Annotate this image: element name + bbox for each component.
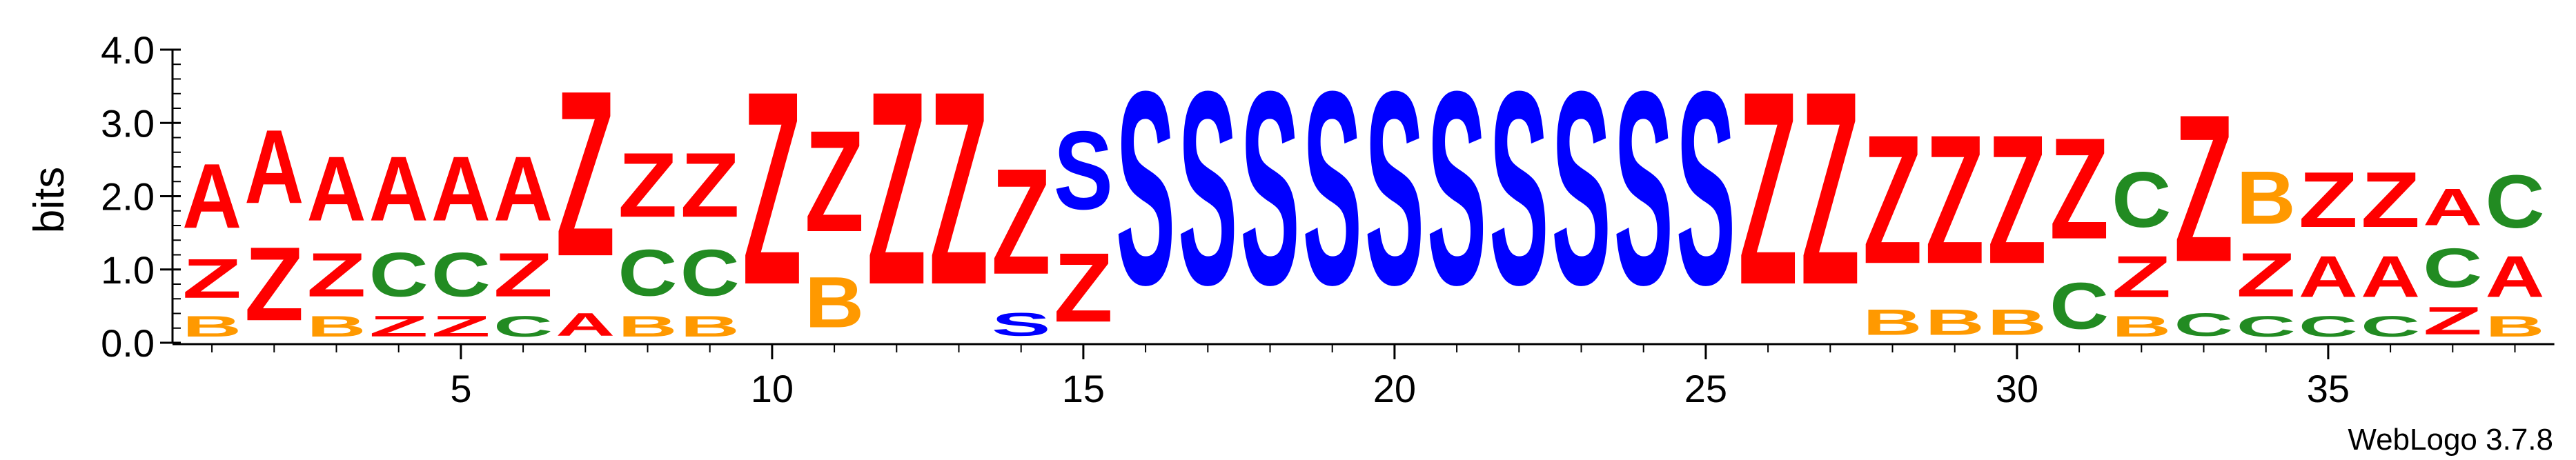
x-tick-label: 35 [2307,367,2350,410]
logo-letter-b-pos-1: B [182,310,242,343]
logo-letter-c-pos-9: C [680,236,740,310]
logo-letter-z-pos-31: Z [2049,107,2109,269]
logo-letter-z-pos-26: Z [1738,33,1798,342]
logo-letter-c-pos-4: C [369,240,429,310]
y-tick-label: 2.0 [101,175,155,219]
logo-letter-a-pos-3: A [307,137,366,240]
weblogo-version-label: WebLogo 3.7.8 [2348,423,2553,457]
axes: bits WebLogo 3.7.8 0.0 1.0 2.0 3.0 4.0 5 10 15 2… [26,28,2555,457]
logo-letter-s-pos-23: S [1552,34,1611,343]
y-tick-label: 1.0 [101,248,155,292]
logo-letter-a-pos-35: A [2299,243,2358,310]
x-tick-label: 25 [1684,367,1727,410]
logo-letter-a-pos-5: A [431,137,491,240]
logo-letter-c-pos-6: C [493,310,553,343]
logo-letter-z-pos-3: Z [307,241,366,310]
logo-letter-z-pos-15: Z [1054,233,1113,343]
x-tick-label: 10 [751,367,794,410]
logo-letter-s-pos-22: S [1489,34,1548,343]
logo-letter-s-pos-21: S [1427,34,1486,343]
logo-letter-a-pos-1: A [182,145,242,248]
logo-letter-b-pos-29: B [1925,303,1985,343]
logo-letter-z-pos-13: Z [930,33,989,342]
logo-letter-z-pos-37: Z [2423,299,2482,343]
x-tick-label: 30 [1996,367,2038,410]
logo-letter-c-pos-37: C [2423,237,2482,299]
logo-letter-s-pos-19: S [1303,34,1362,343]
logo-letter-s-pos-14: S [992,306,1051,343]
logo-letter-z-pos-12: Z [867,33,926,342]
logo-letter-z-pos-33: Z [2174,72,2234,306]
logo-letter-b-pos-32: B [2112,310,2171,343]
x-tick-label: 20 [1373,367,1416,410]
y-tick-label: 3.0 [101,101,155,145]
logo-letter-a-pos-38: A [2486,243,2545,310]
x-tick-label: 5 [450,367,471,410]
logo-letter-c-pos-5: C [431,240,491,310]
x-tick-label: 15 [1062,367,1105,410]
y-axis-label: bits [26,167,73,233]
logo-letter-b-pos-38: B [2486,310,2545,343]
logo-letter-z-pos-9: Z [680,134,740,237]
logo-letter-s-pos-15: S [1054,108,1113,233]
logo-letter-s-pos-24: S [1614,34,1673,343]
logo-letter-c-pos-38: C [2486,159,2545,244]
logo-letter-a-pos-4: A [369,137,429,240]
logo-letter-s-pos-20: S [1365,34,1424,343]
logo-letter-z-pos-11: Z [805,100,864,262]
logo-letter-z-pos-34: Z [2236,241,2296,310]
logo-letter-z-pos-30: Z [1987,97,2047,303]
logo-letter-a-pos-2: A [244,108,304,226]
logo-letter-b-pos-3: B [307,310,366,343]
logo-letter-c-pos-8: C [618,236,678,310]
logo-letter-z-pos-14: Z [992,137,1051,306]
logo-letter-z-pos-27: Z [1800,33,1860,342]
logo-letter-b-pos-30: B [1987,303,2047,343]
y-tick-label: 4.0 [101,28,155,72]
logo-letter-z-pos-1: Z [182,248,242,310]
logo-letter-b-pos-11: B [805,261,864,343]
logo-letter-s-pos-25: S [1676,34,1736,343]
logo-letter-z-pos-5: Z [431,310,491,343]
logo-letter-s-pos-18: S [1241,34,1300,343]
logo-letter-z-pos-35: Z [2299,156,2358,244]
logo-letter-a-pos-7: A [555,306,615,343]
logo-letter-c-pos-34: C [2236,310,2296,343]
logo-letter-a-pos-37: A [2423,178,2482,237]
logo-letter-s-pos-16: S [1116,34,1175,343]
logo-letter-c-pos-31: C [2049,269,2109,343]
logo-letter-b-pos-9: B [680,310,740,343]
logo-letter-z-pos-8: Z [618,134,678,237]
logo-letter-z-pos-36: Z [2361,156,2420,244]
logo-letter-z-pos-32: Z [2112,243,2171,310]
logo-letter-s-pos-17: S [1178,34,1237,343]
logo-letter-c-pos-35: C [2299,310,2358,343]
logo-letter-z-pos-28: Z [1863,97,1923,303]
logo-letter-z-pos-4: Z [369,310,429,343]
logo-letter-z-pos-10: Z [743,33,802,342]
logo-letter-c-pos-32: C [2112,155,2171,243]
logo-letter-z-pos-7: Z [555,41,615,306]
logo-letter-b-pos-28: B [1863,303,1923,343]
logo-letter-b-pos-34: B [2236,156,2296,241]
logo-letter-a-pos-36: A [2361,243,2420,310]
logo-letter-c-pos-36: C [2361,310,2420,343]
logo-letter-a-pos-6: A [493,137,553,240]
logo-letter-z-pos-6: Z [493,241,553,310]
logo-letter-b-pos-8: B [618,310,678,343]
y-tick-label: 0.0 [101,321,155,365]
logo-letter-c-pos-33: C [2174,306,2234,343]
logo-letter-z-pos-29: Z [1925,97,1985,303]
logo-letter-z-pos-2: Z [244,226,304,343]
